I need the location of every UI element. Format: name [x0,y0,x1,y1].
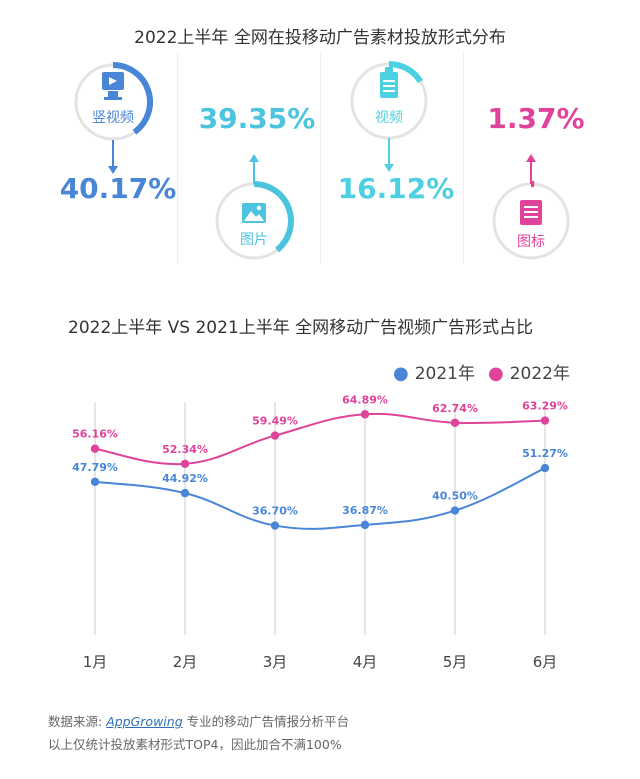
image-icon [242,203,266,223]
distribution-infographic: 竖视频 图片 视频 [74,61,570,260]
panel-divider [463,52,464,264]
legend-dot: ● [488,363,504,384]
panel-divider [320,52,321,264]
item-vertical-video: 竖视频 [74,62,153,174]
item-label: 竖视频 [92,110,134,126]
data-point [540,416,550,425]
data-point [180,488,190,498]
data-point [450,418,460,427]
x-tick-label: 1月 [83,653,108,671]
vertical-video-icon [102,72,124,100]
series-line-2021年 [94,467,546,530]
data-point [450,506,460,515]
x-tick-label: 2月 [173,653,198,671]
legend-item-2022: ● 2022年 [488,359,570,384]
data-point [180,459,190,469]
x-tick-label: 3月 [263,653,288,671]
legend-dot: ● [393,363,409,384]
data-label: 40.50% [432,490,478,503]
data-point [90,477,100,486]
data-point [90,444,100,453]
data-point [270,521,280,530]
top-title: 2022上半年 全网在投移动广告素材投放形式分布 [134,28,506,48]
item-percentage: 40.17% [59,172,177,205]
line-chart: 47.79% 44.92% 36.70% 36.87% 40.50% 51.27% 56.1… [72,393,568,671]
item-label: 图标 [517,234,545,250]
source-note: 以上仅统计投放素材形式TOP4，因此加合不满100% [48,737,342,752]
data-label: 62.74% [432,402,478,415]
data-point [540,463,550,473]
data-label: 44.92% [162,472,208,485]
data-label: 64.89% [342,393,388,406]
item-label: 图片 [240,232,268,248]
data-label: 47.79% [72,461,118,474]
data-point [270,431,280,440]
data-label: 56.16% [72,428,118,441]
data-point [360,520,370,530]
data-label: 63.29% [522,400,568,413]
data-point [360,410,370,419]
x-tick-label: 5月 [443,653,468,671]
x-tick-label: 4月 [353,653,378,671]
data-label: 36.70% [252,505,298,518]
chart-title: 2022上半年 VS 2021上半年 全网移动广告视频广告形式占比 [68,318,534,338]
item-image: 图片 [215,154,294,260]
data-label: 51.27% [522,447,568,460]
item-icon: 图标 [492,154,570,260]
data-label: 36.87% [342,504,388,517]
item-label: 视频 [375,110,403,126]
source-suffix: 专业的移动广告情报分析平台 [182,714,350,729]
series-line-2022年 [94,412,546,466]
icon-document-icon [520,200,542,225]
x-tick-label: 6月 [533,653,558,671]
source-prefix: 数据来源: [48,714,107,729]
item-percentage: 39.35% [198,102,316,135]
item-percentage: 1.37% [487,102,585,135]
source-line: 数据来源: AppGrowing 专业的移动广告情报分析平台 [48,711,349,730]
item-percentage: 16.12% [337,172,455,205]
legend-label: 2022年 [509,364,570,384]
legend-item-2021: ● 2021年 [393,359,475,384]
source-brand-link[interactable]: AppGrowing [106,714,183,729]
data-label: 52.34% [162,443,208,456]
legend-label: 2021年 [414,364,475,384]
data-label: 59.49% [252,415,298,428]
video-tag-icon [380,67,398,98]
item-video: 视频 [350,61,428,172]
panel-divider [177,52,178,264]
